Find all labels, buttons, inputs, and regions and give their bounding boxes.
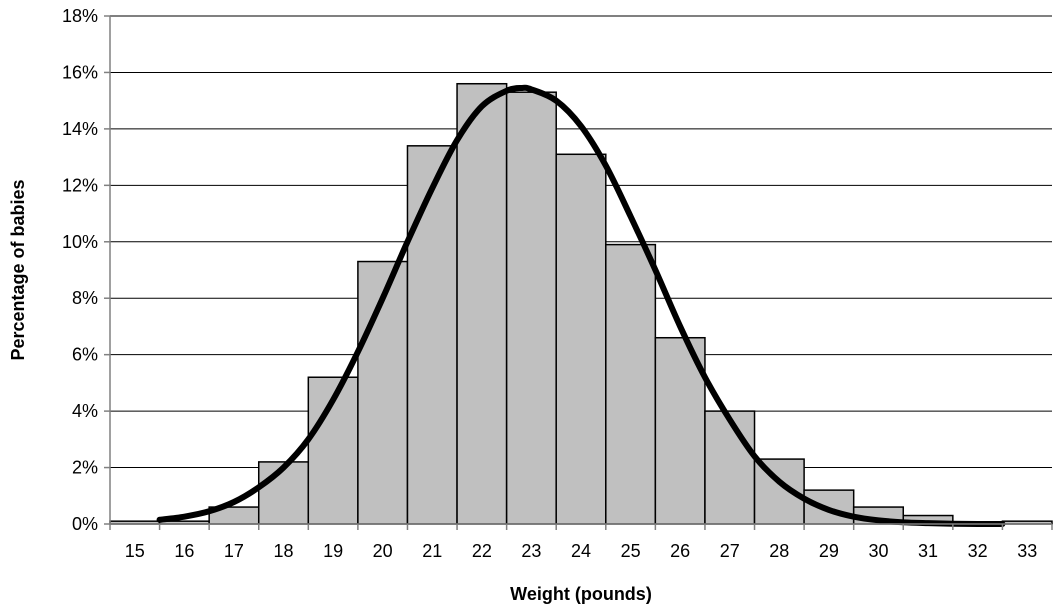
x-tick-label: 18 (274, 541, 294, 561)
x-tick-label: 22 (472, 541, 492, 561)
y-tick-label: 16% (62, 62, 98, 82)
curve-group (156, 84, 1006, 528)
bar (555, 153, 607, 525)
x-tick-labels: 15 16 17 18 19 20 21 22 23 24 25 26 27 28 29 30 31 32 33 (125, 541, 1037, 561)
y-tick-label: 8% (72, 288, 98, 308)
bar (704, 410, 756, 525)
y-axis-title: Percentage of babies (8, 179, 28, 360)
fitted-curve (156, 84, 1006, 528)
x-tick-label: 32 (968, 541, 988, 561)
y-tick-labels: 0% 2% 4% 6% 8% 10% 12% 14% 16% 18% (62, 6, 98, 534)
x-tick-label: 28 (769, 541, 789, 561)
y-tick-label: 12% (62, 175, 98, 195)
x-tick-label: 26 (670, 541, 690, 561)
x-tick-label: 16 (174, 541, 194, 561)
x-tick-label: 33 (1017, 541, 1037, 561)
x-tick-label: 24 (571, 541, 591, 561)
x-tick-label: 25 (621, 541, 641, 561)
bar (257, 461, 310, 525)
y-tick-label: 10% (62, 232, 98, 252)
x-tick-label: 20 (373, 541, 393, 561)
x-tick-label: 23 (521, 541, 541, 561)
bar (654, 336, 706, 525)
y-tick-label: 18% (62, 6, 98, 26)
x-tick-label: 31 (918, 541, 938, 561)
y-tick-label: 0% (72, 514, 98, 534)
bar (803, 489, 855, 525)
y-tick-label: 6% (72, 345, 98, 365)
x-tick-label: 21 (422, 541, 442, 561)
y-tick-label: 14% (62, 119, 98, 139)
bar (456, 82, 508, 525)
x-axis-title: Weight (pounds) (510, 584, 652, 604)
x-tick-label: 30 (868, 541, 888, 561)
bars-group (109, 82, 1053, 525)
axes (104, 15, 1053, 530)
bar (605, 243, 657, 525)
y-tick-label: 2% (72, 458, 98, 478)
bar (505, 91, 557, 525)
x-tick-label: 17 (224, 541, 244, 561)
y-tick-label: 4% (72, 401, 98, 421)
x-tick-label: 15 (125, 541, 145, 561)
x-tick-label: 27 (720, 541, 740, 561)
x-tick-label: 29 (819, 541, 839, 561)
x-tick-label: 19 (323, 541, 343, 561)
bar (406, 145, 458, 525)
